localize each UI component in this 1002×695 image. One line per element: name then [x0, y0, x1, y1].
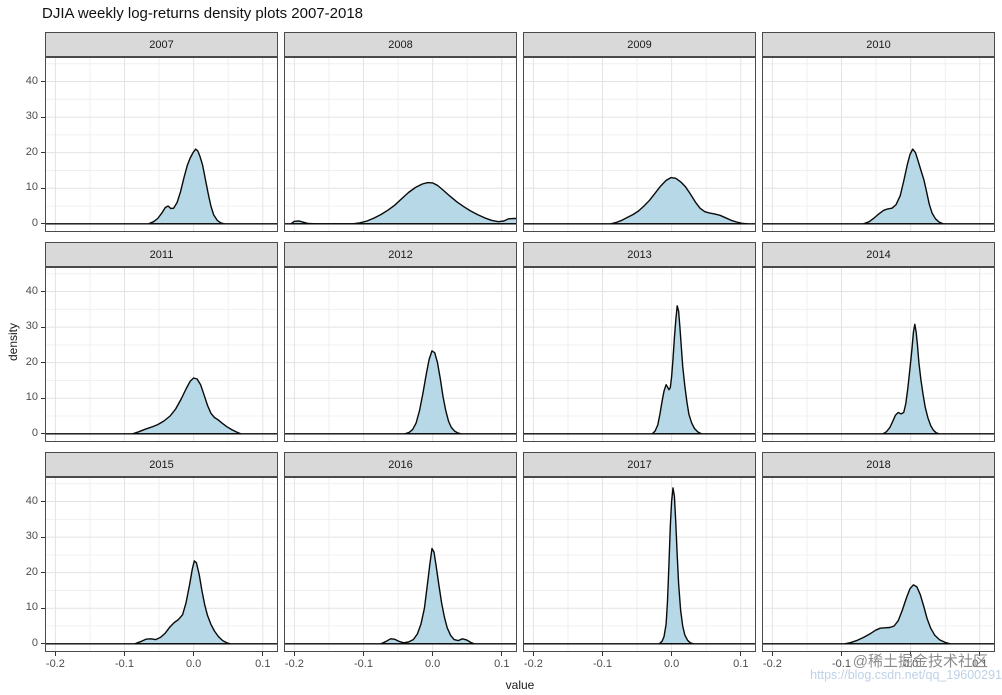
x-tick-mark — [432, 652, 434, 656]
density-panel-2007 — [45, 57, 278, 232]
x-tick-label: 0.1 — [972, 658, 988, 670]
density-panel-2013 — [523, 267, 756, 442]
x-tick-mark — [771, 652, 773, 656]
density-panel-2011 — [45, 267, 278, 442]
y-tick-mark — [41, 433, 45, 435]
x-tick-mark — [910, 652, 912, 656]
density-panel-2010 — [762, 57, 995, 232]
y-tick-mark — [41, 291, 45, 292]
facet-strip-2014: 2014 — [762, 242, 995, 267]
y-tick-mark — [41, 326, 45, 328]
density-panel-2018 — [762, 477, 995, 652]
x-tick-label: 0.0 — [902, 658, 919, 670]
x-axis-title: value — [505, 678, 535, 692]
x-tick-label: -0.1 — [832, 658, 851, 670]
y-tick-mark — [41, 187, 45, 189]
y-tick-label: 40 — [25, 284, 38, 297]
x-tick-label: -0.2 — [523, 658, 543, 670]
x-tick-mark — [501, 652, 503, 656]
facet-strip-2016: 2016 — [284, 452, 517, 477]
y-tick-label: 30 — [25, 320, 38, 333]
x-tick-mark — [293, 652, 295, 656]
y-tick-mark — [41, 362, 45, 364]
y-tick-mark — [41, 223, 45, 225]
y-axis-title: density — [6, 322, 20, 362]
facet-strip-2017: 2017 — [523, 452, 756, 477]
x-tick-label: 0.0 — [663, 658, 680, 670]
facet-strip-2007: 2007 — [45, 32, 278, 57]
y-tick-label: 20 — [25, 145, 38, 158]
x-tick-label: -0.1 — [354, 658, 373, 670]
x-tick-label: -0.1 — [593, 658, 612, 670]
y-tick-mark — [41, 536, 45, 538]
y-tick-mark — [41, 501, 45, 502]
y-tick-label: 0 — [31, 426, 38, 439]
x-tick-mark — [193, 652, 195, 656]
density-panel-2015 — [45, 477, 278, 652]
watermark-url: https://blog.csdn.net/qq_19600291 — [810, 668, 1002, 682]
watermark-community: @稀土掘金技术社区 — [852, 653, 988, 670]
y-tick-label: 20 — [25, 355, 38, 368]
x-tick-mark — [979, 652, 981, 656]
x-tick-label: 0.0 — [424, 658, 441, 670]
x-tick-mark — [532, 652, 534, 656]
y-tick-mark — [41, 81, 45, 82]
x-tick-label: -0.2 — [284, 658, 304, 670]
facet-strip-2015: 2015 — [45, 452, 278, 477]
x-tick-label: -0.2 — [45, 658, 65, 670]
y-tick-label: 20 — [25, 565, 38, 578]
x-tick-mark — [124, 652, 125, 656]
y-tick-label: 30 — [25, 110, 38, 123]
density-panel-2008 — [284, 57, 518, 232]
y-tick-mark — [41, 397, 45, 399]
facet-strip-2011: 2011 — [45, 242, 278, 267]
y-tick-mark — [41, 116, 45, 118]
y-tick-label: 10 — [25, 601, 38, 614]
facet-strip-2013: 2013 — [523, 242, 756, 267]
x-tick-mark — [671, 652, 673, 656]
y-tick-label: 10 — [25, 181, 38, 194]
chart-title: DJIA weekly log-returns density plots 20… — [42, 5, 364, 22]
facet-strip-2008: 2008 — [284, 32, 517, 57]
density-panel-2017 — [523, 477, 756, 652]
x-tick-label: 0.0 — [185, 658, 202, 670]
facet-strip-2010: 2010 — [762, 32, 995, 57]
facet-strip-2018: 2018 — [762, 452, 995, 477]
y-tick-label: 0 — [31, 636, 38, 649]
y-tick-mark — [41, 152, 45, 154]
x-tick-mark — [602, 652, 603, 656]
y-tick-mark — [41, 607, 45, 609]
x-tick-label: 0.1 — [494, 658, 510, 670]
density-panel-2012 — [284, 267, 517, 442]
density-panel-2016 — [284, 477, 517, 652]
density-panel-2009 — [523, 57, 756, 232]
x-tick-mark — [262, 652, 264, 656]
y-tick-mark — [41, 643, 45, 645]
facet-strip-2012: 2012 — [284, 242, 517, 267]
x-tick-mark — [841, 652, 842, 656]
x-tick-mark — [54, 652, 56, 656]
x-tick-label: 0.1 — [255, 658, 271, 670]
y-tick-label: 10 — [25, 391, 38, 404]
x-tick-label: -0.2 — [762, 658, 782, 670]
x-tick-mark — [363, 652, 364, 656]
y-tick-mark — [41, 572, 45, 574]
density-panel-2014 — [762, 267, 995, 442]
y-tick-label: 30 — [25, 530, 38, 543]
x-tick-mark — [740, 652, 742, 656]
x-tick-label: 0.1 — [733, 658, 749, 670]
y-tick-label: 40 — [25, 74, 38, 87]
x-tick-label: -0.1 — [115, 658, 134, 670]
facet-strip-2009: 2009 — [523, 32, 756, 57]
y-tick-label: 0 — [31, 216, 38, 229]
y-tick-label: 40 — [25, 494, 38, 507]
